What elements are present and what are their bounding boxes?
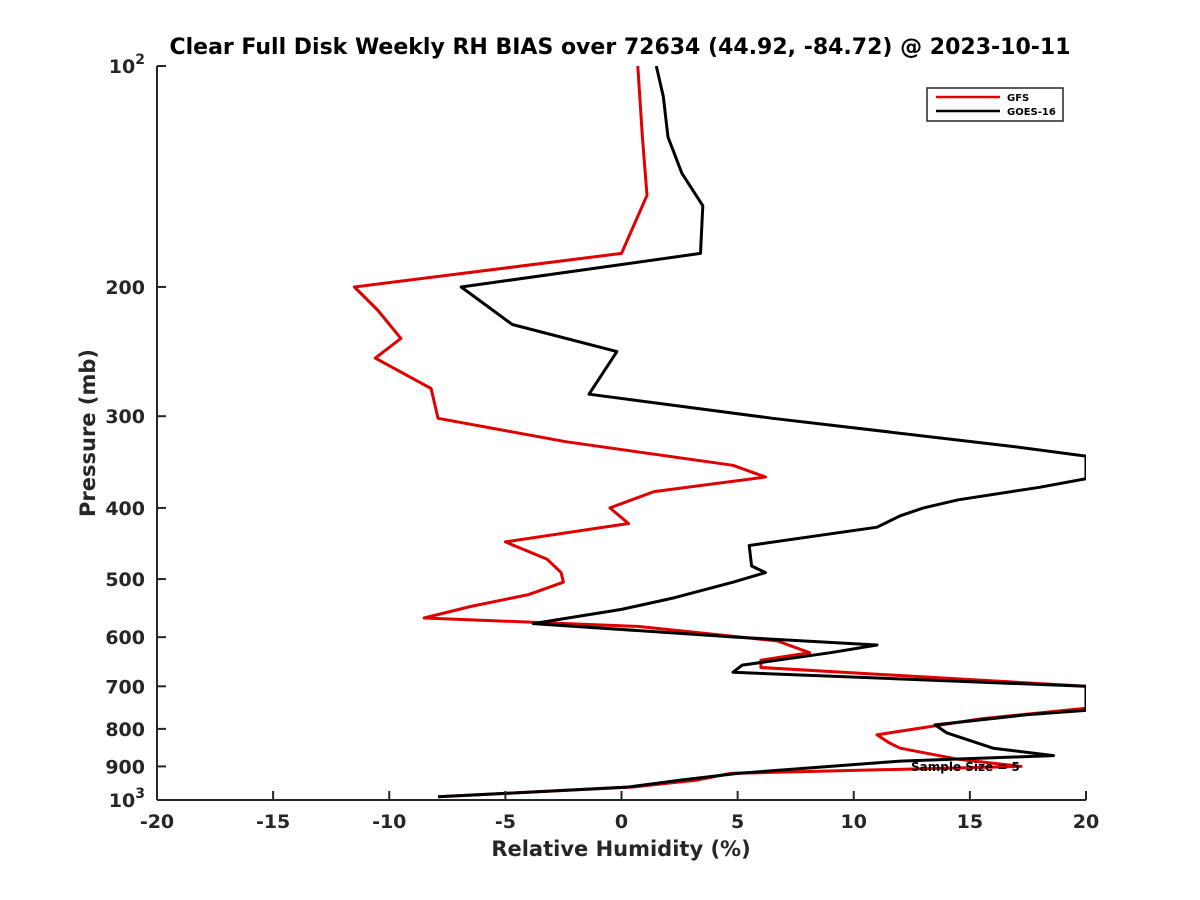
legend: GFS GOES-16	[926, 87, 1064, 122]
y-tick-label: 600	[105, 627, 145, 649]
y-tick-label: 900	[105, 756, 145, 778]
x-tick-label: 15	[957, 811, 983, 833]
x-tick-label: 0	[615, 811, 628, 833]
x-tick-label: -20	[140, 811, 174, 833]
chart-title: Clear Full Disk Weekly RH BIAS over 7263…	[169, 35, 1070, 60]
x-tick-label: 10	[841, 811, 867, 833]
x-tick-label: 20	[1073, 811, 1099, 833]
y-tick-label: 200	[105, 277, 145, 299]
legend-label-goes16: GOES-16	[1007, 107, 1056, 118]
x-tick-label: -15	[256, 811, 290, 833]
x-tick-label: 5	[731, 811, 744, 833]
legend-box	[926, 87, 1064, 122]
y-tick-label: 800	[105, 719, 145, 741]
series-layer	[352, 66, 1086, 799]
y-tick-label: 400	[105, 498, 145, 520]
axes: -20 -15 -10 -5 0 5 10 15 20 102 200 300 400 500 600 700…	[105, 52, 1099, 833]
y-tick-label: 700	[105, 676, 145, 698]
sample-size-annotation: Sample Size = 5	[911, 760, 1020, 774]
x-tick-label: -10	[372, 811, 406, 833]
y-tick-label: 300	[105, 406, 145, 428]
x-tick-label: -5	[495, 811, 516, 833]
y-tick-label: 103	[109, 786, 145, 812]
y-tick-label: 102	[109, 52, 145, 78]
y-axis-label: Pressure (mb)	[76, 349, 100, 517]
legend-label-gfs: GFS	[1007, 93, 1029, 104]
x-axis-label: Relative Humidity (%)	[491, 837, 750, 861]
series-line-goes16	[437, 66, 1086, 799]
series-line-gfs	[352, 66, 1086, 799]
y-tick-label: 500	[105, 569, 145, 591]
